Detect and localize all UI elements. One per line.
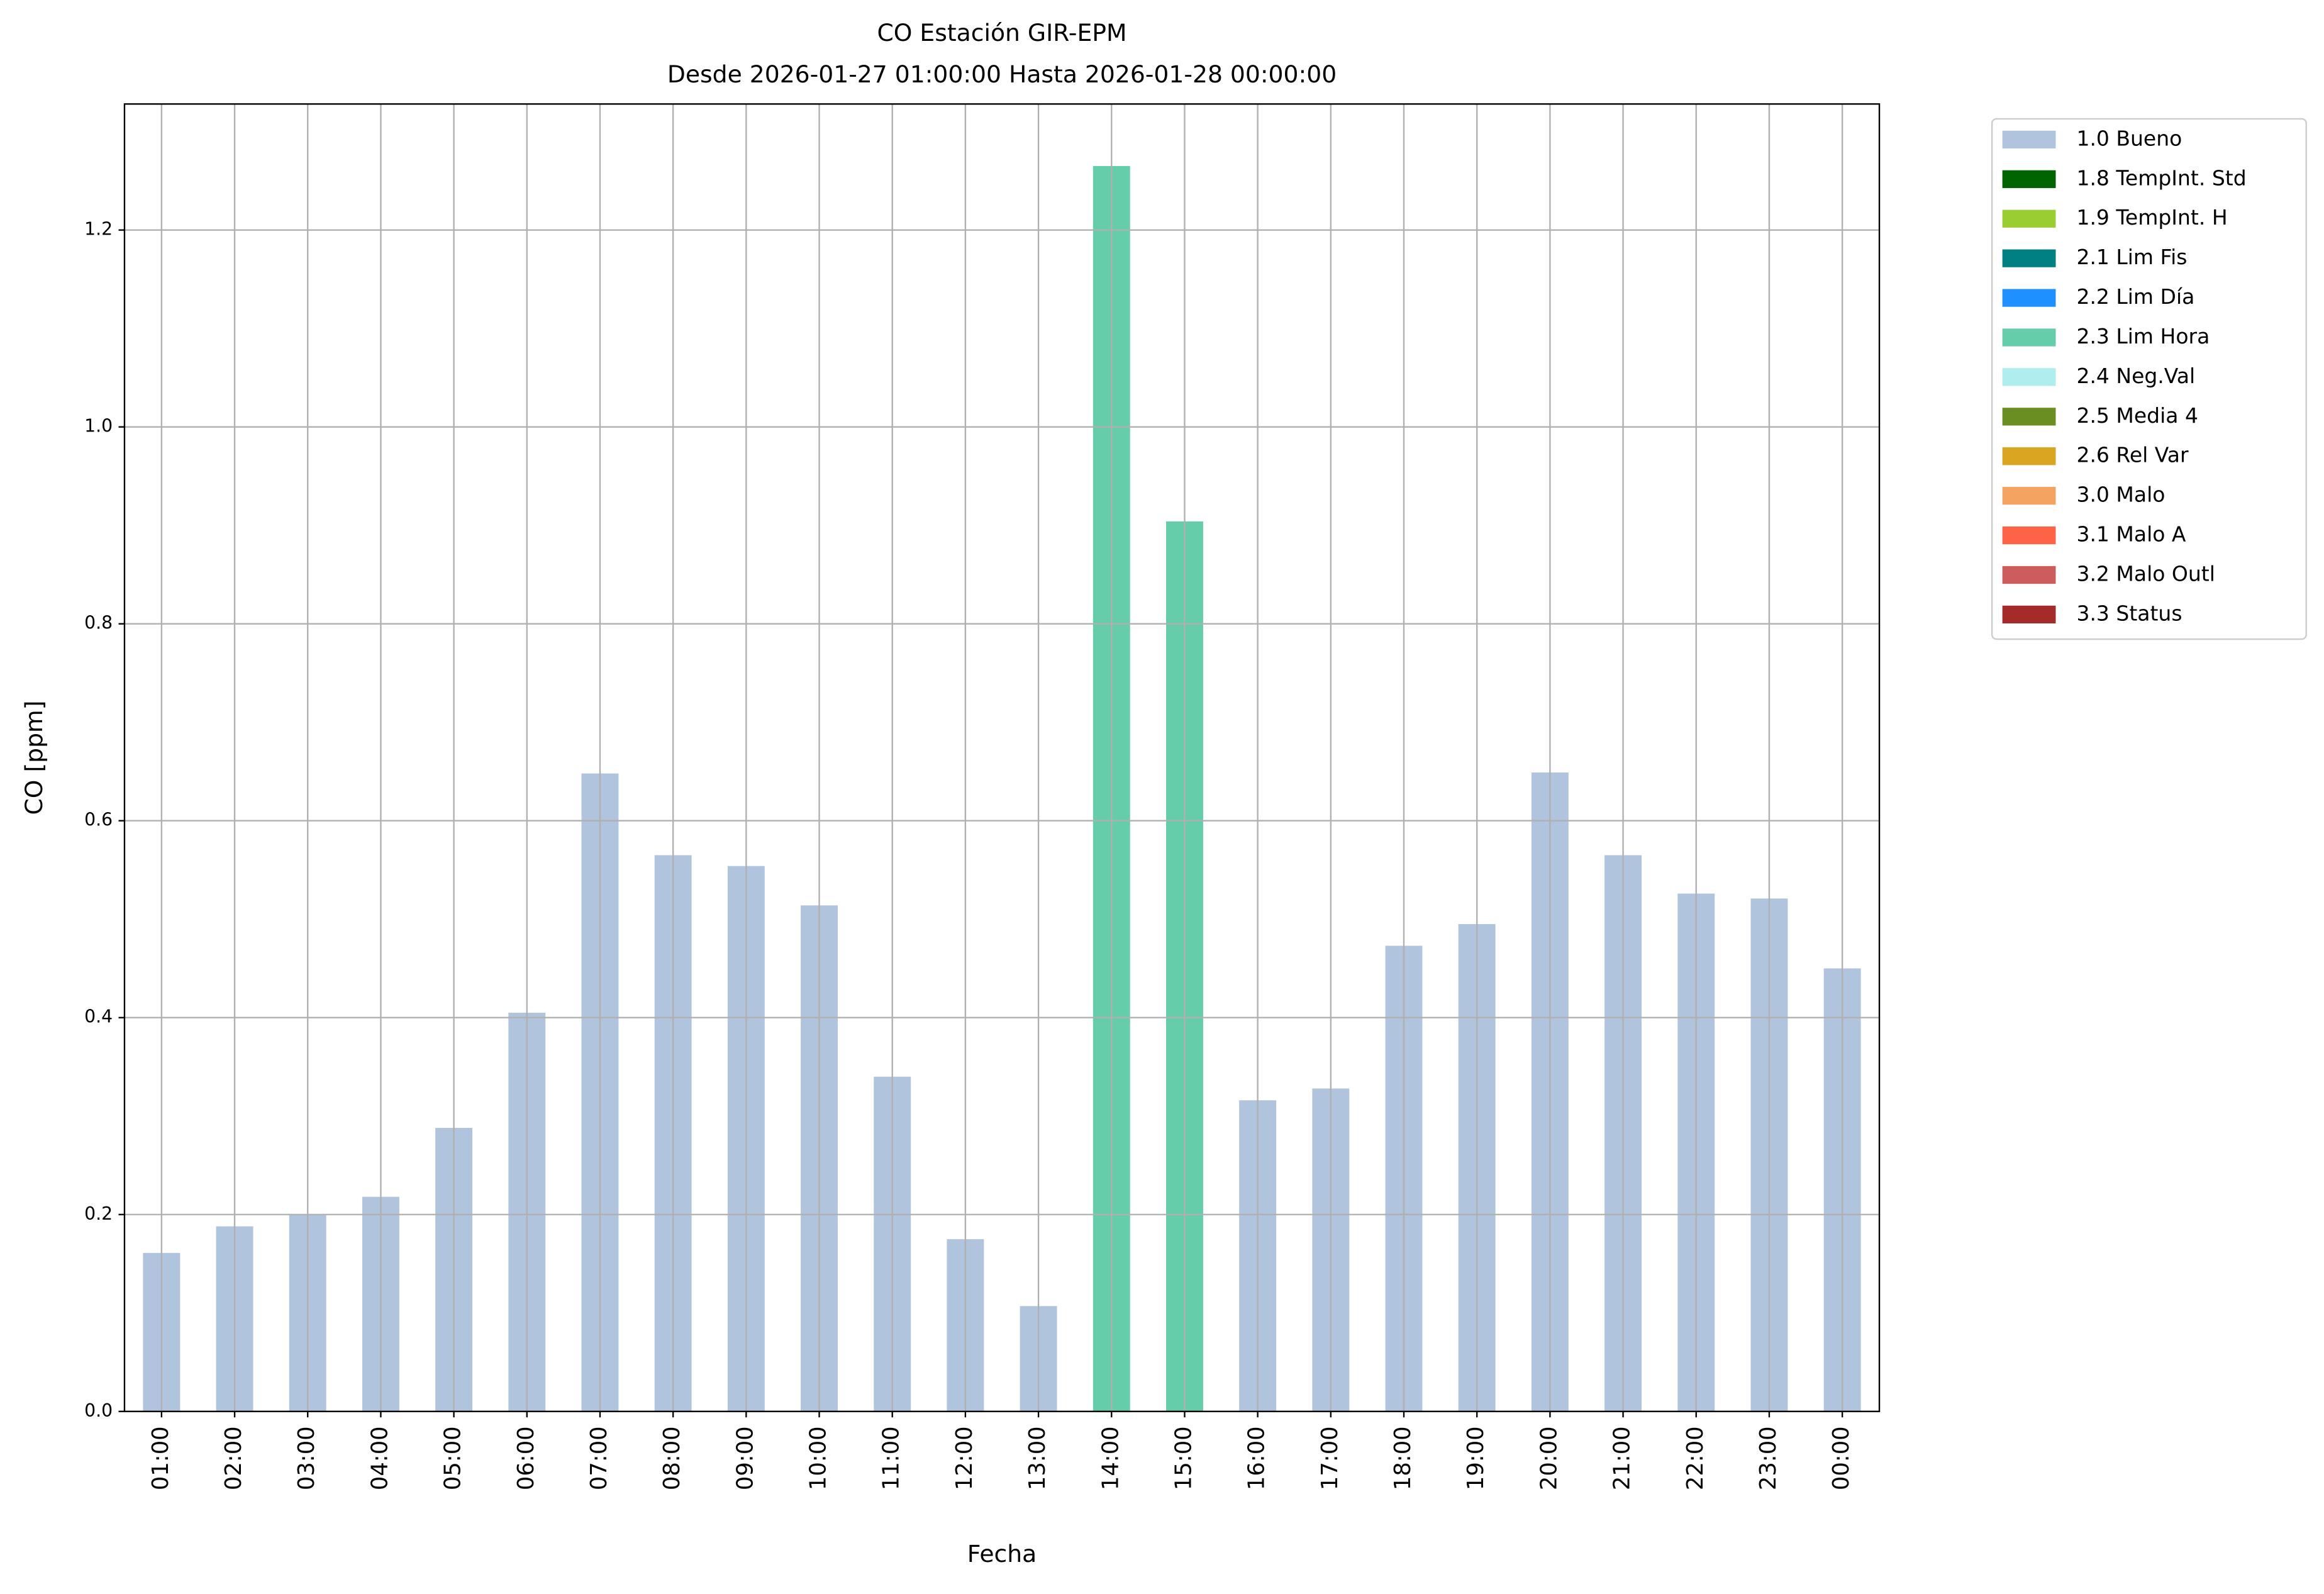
- x-tick-label: 14:00: [1098, 1426, 1123, 1490]
- legend-swatch: [2002, 170, 2056, 188]
- legend-label: 2.1 Lim Fis: [2076, 245, 2187, 269]
- y-tick-label: 1.2: [84, 219, 113, 240]
- x-tick-label: 11:00: [879, 1426, 904, 1490]
- x-tick-label: 09:00: [732, 1426, 758, 1490]
- legend-label: 3.2 Malo Outl: [2076, 561, 2215, 586]
- x-tick-label: 15:00: [1170, 1426, 1196, 1490]
- legend-swatch: [2002, 209, 2056, 228]
- legend-swatch: [2002, 368, 2056, 386]
- x-tick-label: 13:00: [1025, 1426, 1050, 1490]
- x-tick-label: 00:00: [1828, 1426, 1854, 1490]
- legend-label: 1.0 Bueno: [2076, 126, 2182, 150]
- x-tick-label: 06:00: [513, 1426, 539, 1490]
- legend-label: 2.3 Lim Hora: [2076, 324, 2210, 348]
- x-tick-label: 12:00: [952, 1426, 977, 1490]
- x-tick-label: 02:00: [221, 1426, 247, 1490]
- y-tick-label: 0.4: [84, 1006, 113, 1027]
- legend-label: 1.8 TempInt. Std: [2076, 165, 2246, 190]
- x-tick-label: 19:00: [1463, 1426, 1489, 1490]
- legend-swatch: [2002, 605, 2056, 624]
- legend-swatch: [2002, 328, 2056, 347]
- legend-label: 3.3 Status: [2076, 601, 2182, 625]
- legend-label: 3.1 Malo A: [2076, 522, 2186, 547]
- legend-swatch: [2002, 249, 2056, 267]
- x-tick-label: 18:00: [1390, 1426, 1416, 1490]
- y-tick-label: 0.2: [84, 1203, 113, 1224]
- x-tick-label: 16:00: [1244, 1426, 1270, 1490]
- x-tick-label: 03:00: [294, 1426, 320, 1490]
- chart-subtitle: Desde 2026-01-27 01:00:00 Hasta 2026-01-…: [667, 60, 1337, 88]
- chart-title: CO Estación GIR-EPM: [877, 19, 1126, 47]
- x-tick-label: 08:00: [659, 1426, 685, 1490]
- x-tick-label: 04:00: [367, 1426, 392, 1490]
- y-tick-label: 0.6: [84, 810, 113, 830]
- legend-label: 3.0 Malo: [2076, 482, 2165, 507]
- y-axis-label: CO [ppm]: [20, 701, 48, 815]
- legend-label: 2.6 Rel Var: [2076, 443, 2189, 467]
- x-tick-label: 05:00: [440, 1426, 466, 1490]
- legend-label: 2.4 Neg.Val: [2076, 364, 2195, 388]
- x-tick-label: 22:00: [1682, 1426, 1708, 1490]
- x-axis-label: Fecha: [967, 1540, 1037, 1568]
- legend-frame: [1991, 118, 2307, 640]
- x-tick-label: 23:00: [1755, 1426, 1781, 1490]
- legend-swatch: [2002, 289, 2056, 307]
- x-tick-label: 07:00: [586, 1426, 612, 1490]
- y-tick-label: 0.8: [84, 613, 113, 633]
- x-tick-label: 20:00: [1536, 1426, 1562, 1490]
- y-tick-label: 0.0: [84, 1400, 113, 1421]
- legend-label: 2.5 Media 4: [2076, 403, 2198, 428]
- legend-swatch: [2002, 566, 2056, 584]
- x-tick-label: 01:00: [148, 1426, 174, 1490]
- legend-swatch: [2002, 447, 2056, 465]
- y-tick-label: 1.0: [84, 416, 113, 437]
- x-tick-label: 21:00: [1610, 1426, 1635, 1490]
- plot-frame: [123, 103, 1881, 1412]
- legend-swatch: [2002, 487, 2056, 505]
- legend-label: 2.2 Lim Día: [2076, 284, 2194, 309]
- x-tick-label: 10:00: [806, 1426, 831, 1490]
- legend-label: 1.9 TempInt. H: [2076, 205, 2227, 230]
- x-tick-label: 17:00: [1317, 1426, 1343, 1490]
- legend-swatch: [2002, 408, 2056, 426]
- legend-swatch: [2002, 130, 2056, 149]
- legend-swatch: [2002, 526, 2056, 545]
